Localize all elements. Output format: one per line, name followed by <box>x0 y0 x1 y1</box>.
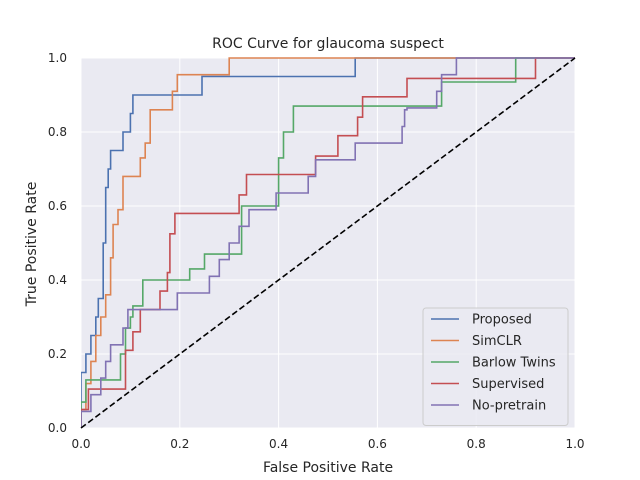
series-line-no-pretrain <box>81 57 575 428</box>
y-tick-label: 0.8 <box>48 125 67 139</box>
y-tick-label: 0.0 <box>48 421 67 435</box>
series-line-proposed <box>81 57 575 428</box>
legend-label: Proposed <box>472 313 532 328</box>
y-axis-label: True Positive Rate <box>24 182 40 308</box>
series-line-supervised <box>81 57 575 428</box>
x-tick-label: 1.0 <box>565 437 584 451</box>
y-tick-label: 0.6 <box>48 199 67 213</box>
tick-labels: 0.0 0.2 0.4 0.6 0.8 1.0 0.0 0.2 0.4 0.6 0.8 1.0 <box>48 51 585 451</box>
legend-label: Barlow Twins <box>472 356 556 371</box>
x-tick-label: 0.6 <box>368 437 387 451</box>
y-tick-label: 0.2 <box>48 347 67 361</box>
roc-curves <box>80 57 576 429</box>
legend-label: Supervised <box>472 377 544 392</box>
chart-title: ROC Curve for glaucoma suspect <box>212 36 444 52</box>
x-tick-label: 0.2 <box>170 437 189 451</box>
x-axis-label: False Positive Rate <box>263 460 393 476</box>
series-line-simclr <box>81 57 575 428</box>
x-tick-label: 0.4 <box>269 437 288 451</box>
y-tick-label: 1.0 <box>48 51 67 65</box>
legend: Proposed SimCLR Barlow Twins Supervised No-p… <box>422 307 569 426</box>
legend-box <box>422 307 569 426</box>
x-tick-label: 0.0 <box>71 437 90 451</box>
legend-label: SimCLR <box>472 334 522 349</box>
y-tick-label: 0.4 <box>48 273 67 287</box>
x-tick-label: 0.8 <box>467 437 486 451</box>
series-line-barlow-twins <box>81 57 575 428</box>
chance-diagonal-line <box>80 57 576 429</box>
legend-label: No-pretrain <box>472 399 546 414</box>
